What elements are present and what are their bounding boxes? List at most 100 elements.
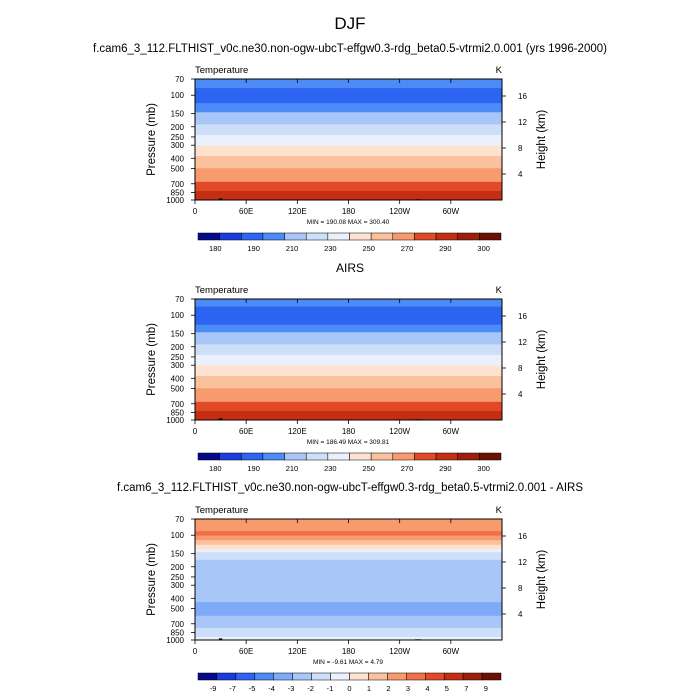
contour-band [195, 606, 502, 609]
height-tick-label: 4 [518, 390, 523, 399]
colorbar-box [216, 672, 237, 681]
height-tick-label: 16 [518, 92, 527, 101]
contour-band [195, 336, 502, 339]
contour-band [195, 353, 502, 356]
colorbar-label: 190 [247, 244, 260, 253]
height-tick-label: 16 [518, 312, 527, 321]
y-axis-title: Pressure (mb) [146, 103, 158, 176]
colorbar-box [284, 452, 307, 461]
contour-band [195, 400, 502, 403]
contour-band [195, 181, 502, 184]
contour-band [195, 163, 502, 166]
contour-band [195, 116, 502, 119]
y-tick-label: 200 [171, 563, 185, 572]
contour-band [195, 540, 502, 543]
contour-band [195, 154, 502, 157]
contour-band [195, 373, 502, 376]
x-tick-label: 60E [239, 647, 253, 656]
colorbar-box [305, 232, 329, 241]
y-tick-label: 1000 [166, 636, 184, 645]
colorbar-box [292, 672, 312, 681]
colorbar-label: 290 [439, 464, 452, 473]
contour-band [195, 115, 502, 118]
contour-band [195, 386, 502, 389]
contour-band [195, 544, 502, 547]
contour-band [195, 605, 502, 608]
contour-band [195, 306, 502, 309]
colorbar-label: 230 [324, 464, 337, 473]
contour-band [195, 342, 502, 345]
contour-band [195, 160, 502, 163]
contour-band [195, 561, 502, 564]
contour-band [195, 359, 502, 362]
terrain-mask [218, 198, 223, 200]
contour-band [195, 541, 502, 544]
units-label: K [496, 505, 503, 516]
y-tick-label: 70 [175, 515, 184, 524]
contour-band [195, 418, 502, 420]
contour-band [195, 567, 502, 570]
contour-field [195, 79, 502, 200]
contour-band [195, 626, 502, 629]
colorbar-label: -4 [268, 684, 275, 693]
y-tick-label: 400 [171, 374, 185, 383]
y-axis-title: Pressure (mb) [146, 543, 158, 616]
contour-band [195, 165, 502, 168]
contour-band [195, 107, 502, 110]
x-tick-label: 120W [389, 207, 410, 216]
min-max-stats: MIN = -9.61 MAX = 4.79 [313, 659, 383, 666]
colorbar-box [370, 232, 394, 241]
colorbar-label: 5 [445, 684, 449, 693]
contour-band [195, 311, 502, 314]
contour-band [195, 526, 502, 529]
variable-label: Temperature [195, 285, 248, 296]
contour-band [195, 147, 502, 150]
contour-band [195, 150, 502, 153]
contour-band [195, 547, 502, 550]
contour-band [195, 584, 502, 587]
contour-band [195, 416, 502, 420]
contour-band [195, 91, 502, 94]
contour-band [195, 633, 502, 637]
x-tick-label: 180 [342, 647, 356, 656]
contour-band [195, 327, 502, 330]
contour-band [195, 354, 502, 358]
contour-band [195, 172, 502, 175]
contour-band [195, 159, 502, 162]
colorbar-label: 190 [247, 464, 260, 473]
contour-band [195, 357, 502, 361]
x-tick-label: 0 [193, 207, 198, 216]
contour-band [195, 305, 502, 308]
contour-band [195, 383, 502, 386]
contour-band [195, 157, 502, 160]
colorbar-box [457, 452, 480, 461]
contour-band [195, 612, 502, 615]
contour-band [195, 309, 502, 312]
contour-band [195, 332, 502, 335]
contour-band [195, 148, 502, 151]
contour-band [195, 523, 502, 526]
colorbar-label: 290 [439, 244, 452, 253]
height-tick-label: 4 [518, 170, 523, 179]
contour-band [195, 603, 502, 606]
contour-band [195, 388, 502, 391]
height-tick-label: 4 [518, 610, 523, 619]
y-tick-label: 100 [171, 531, 185, 540]
colorbar-box [330, 672, 350, 681]
contour-band [195, 112, 502, 115]
contour-band [195, 356, 502, 359]
colorbar-label: 4 [425, 684, 429, 693]
contour-band [195, 329, 502, 332]
contour-band [195, 339, 502, 342]
colorbar-label: -3 [288, 684, 295, 693]
colorbar: 180 190 210 230 250 270 290 300 [197, 452, 502, 473]
height-tick-label: 12 [518, 118, 527, 127]
contour-band [195, 312, 502, 315]
contour-band [195, 627, 502, 631]
contour-band [195, 122, 502, 125]
contour-band [195, 141, 502, 144]
y-tick-label: 70 [175, 295, 184, 304]
contour-band [195, 564, 502, 567]
contour-band [195, 103, 502, 106]
